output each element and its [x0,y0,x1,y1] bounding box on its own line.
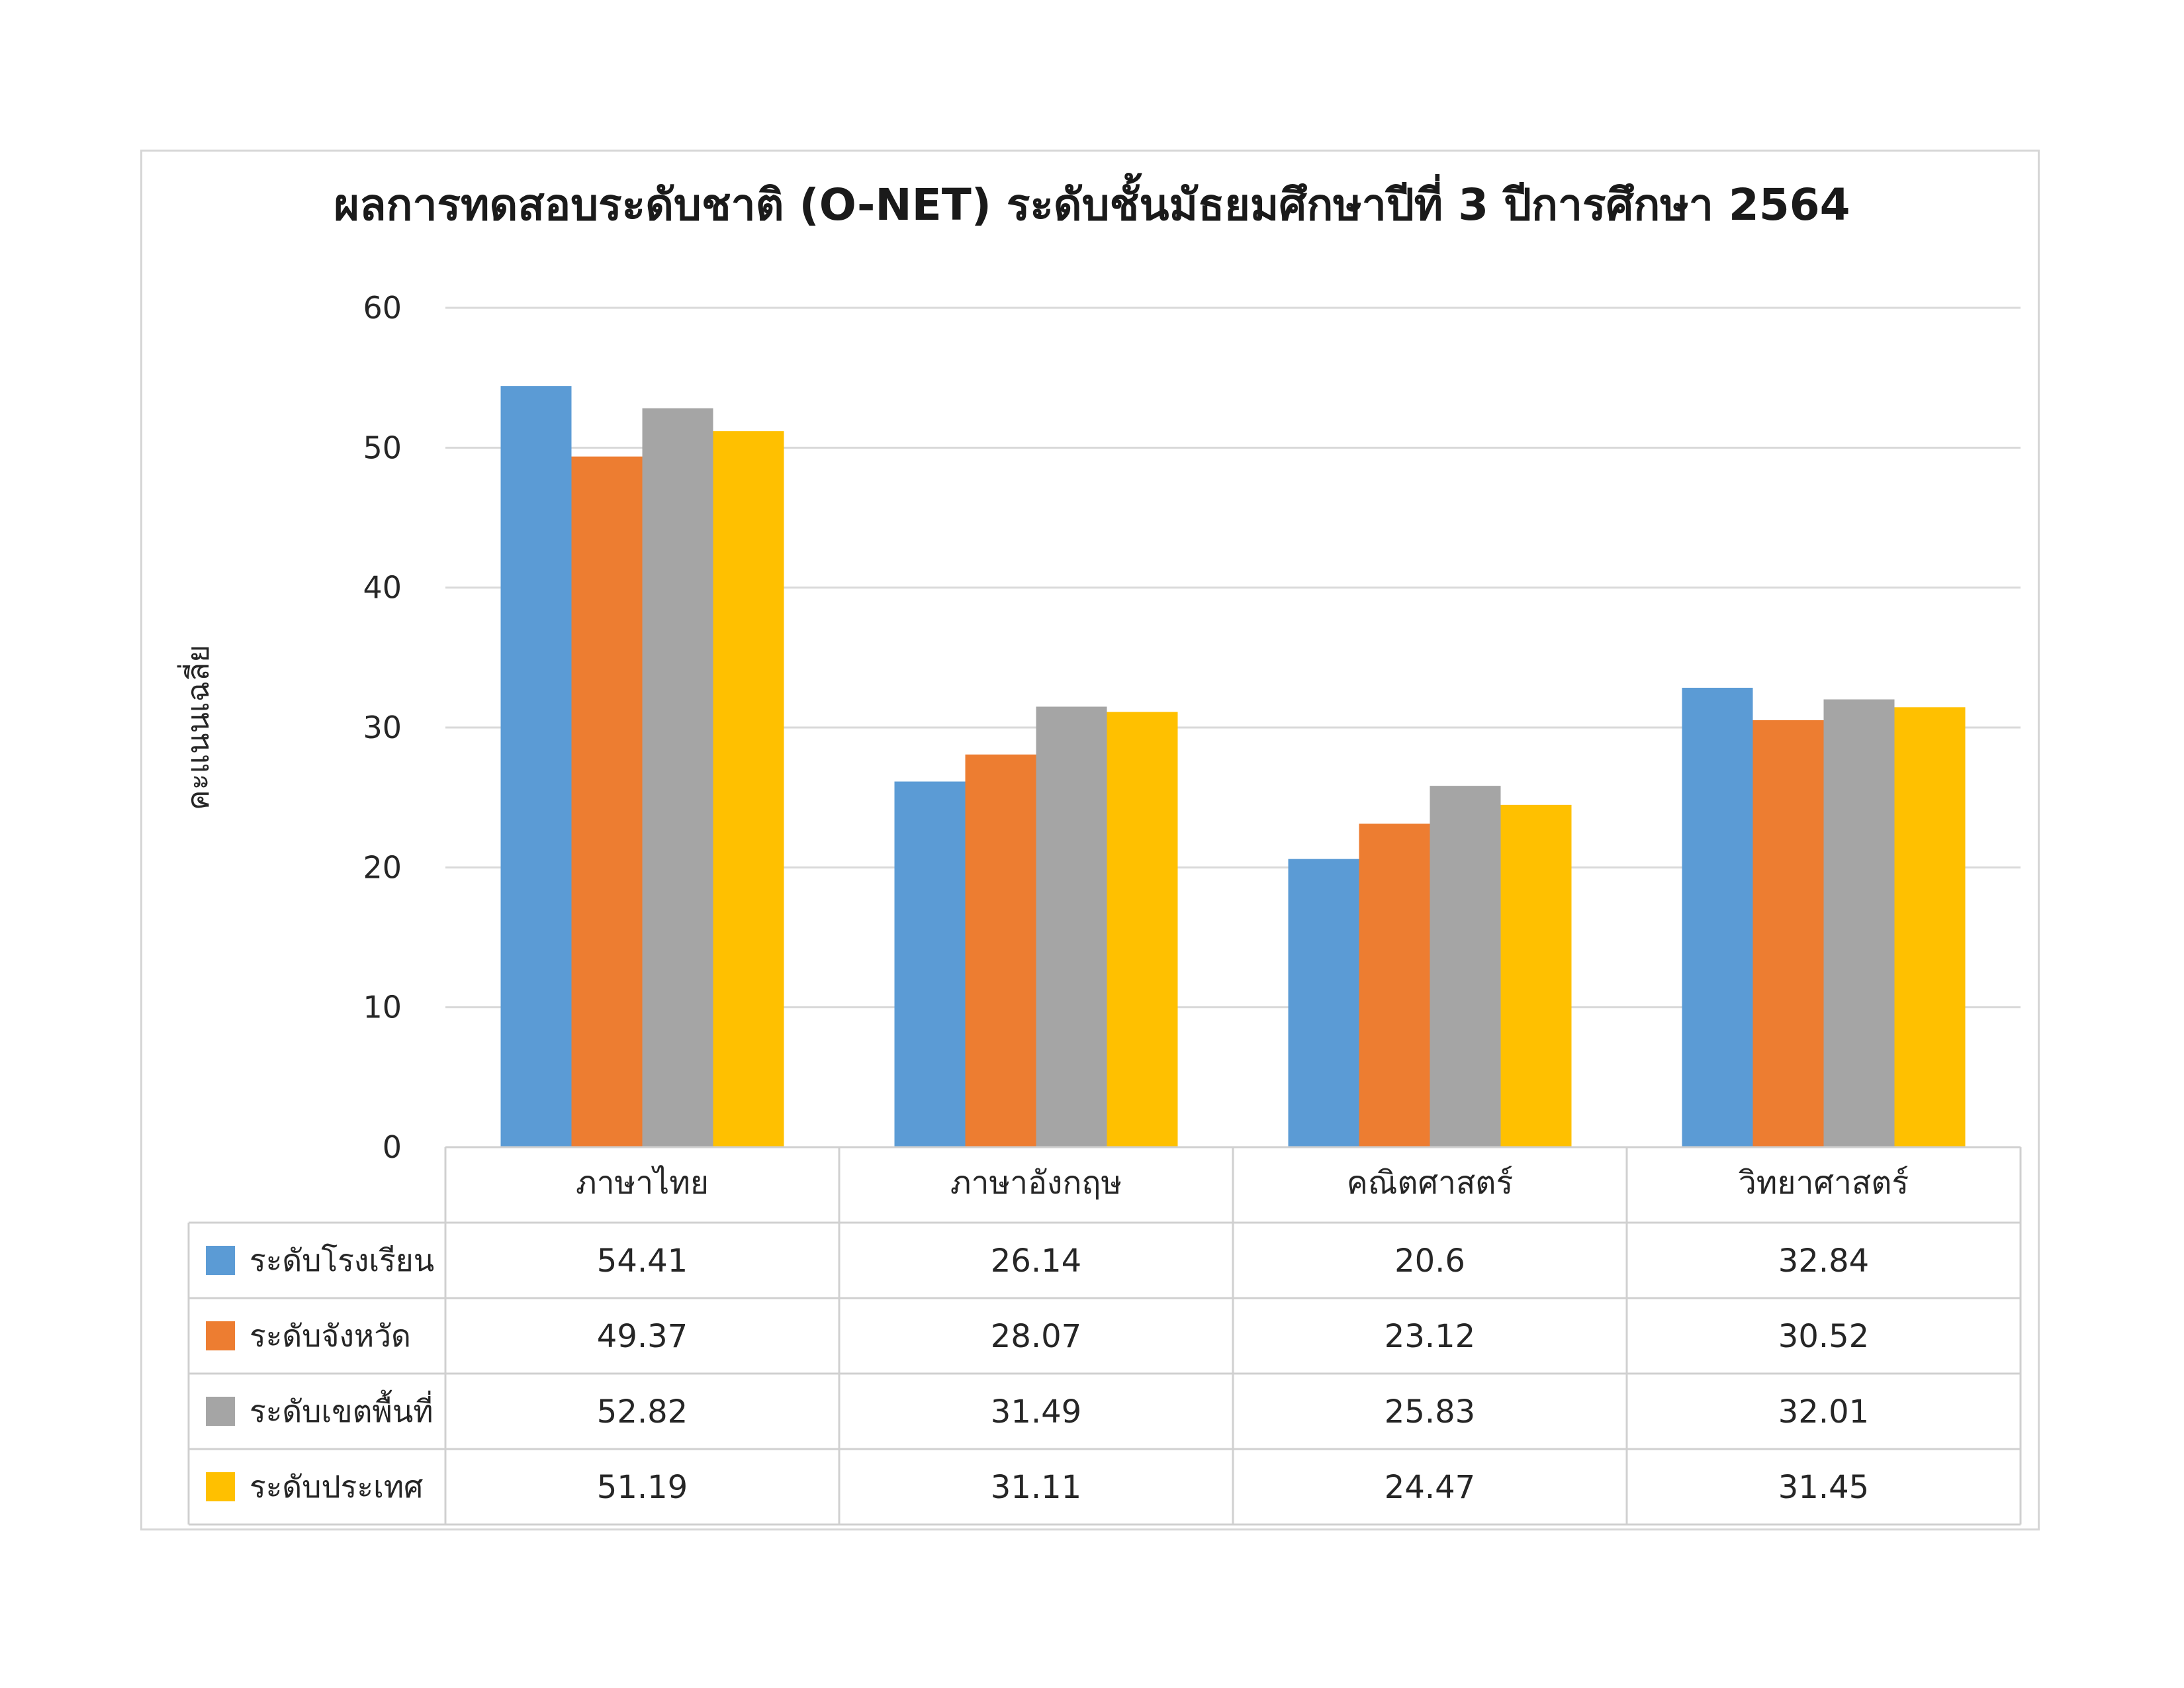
bar [571,456,643,1147]
bar [1359,823,1430,1147]
chart-title: ผลการทดสอบระดับชาติ (O-NET) ระดับชั้นมัธ… [334,172,1850,230]
bar [500,386,572,1147]
chart-svg: ผลการทดสอบระดับชาติ (O-NET) ระดับชั้นมัธ… [177,172,2022,1526]
table-cell-value: 25.83 [1385,1393,1475,1430]
table-cell-value: 30.52 [1778,1318,1869,1355]
bar [1823,699,1895,1147]
table-cell-value: 54.41 [597,1243,688,1280]
bar [1500,804,1572,1147]
bar [713,431,784,1147]
legend-swatch [206,1472,235,1501]
table-cell-value: 31.49 [991,1393,1081,1430]
category-label: วิทยาศาสตร์ [1739,1164,1909,1201]
bar [1752,720,1824,1147]
table-cell-value: 28.07 [991,1318,1081,1355]
bar [1894,707,1966,1147]
y-tick-label: 40 [363,570,402,606]
table-cell-value: 24.47 [1385,1469,1475,1506]
bars [500,386,1966,1147]
data-table: ภาษาไทย ภาษาอังกฤษ คณิตศาสตร์ วิทยาศาสตร์ระ… [187,1146,2022,1526]
bar [894,781,966,1147]
category-label: คณิตศาสตร์ [1347,1164,1513,1201]
y-tick-label: 60 [363,290,402,326]
legend-swatch [206,1397,235,1426]
bar [1036,706,1107,1147]
y-axis-ticks: 0 10 20 30 40 50 60 [363,290,402,1165]
bar [1288,859,1359,1147]
y-tick-label: 30 [363,710,402,745]
table-cell-value: 51.19 [597,1469,688,1506]
legend-label: ระดับเขตพื้นที่ [250,1389,433,1429]
legend-label: ระดับโรงเรียน [250,1243,434,1278]
table-cell-value: 32.01 [1778,1393,1869,1430]
legend-label: ระดับประเทศ [250,1469,423,1505]
table-cell-value: 26.14 [991,1243,1081,1280]
bar [1430,786,1501,1147]
bar [1682,687,1753,1147]
table-cell-value: 49.37 [597,1318,688,1355]
legend-swatch [206,1321,235,1350]
y-tick-label: 20 [363,849,402,885]
table-cell-value: 31.11 [991,1469,1081,1506]
legend-swatch [206,1246,235,1275]
table-cell-value: 23.12 [1385,1318,1475,1355]
category-label: ภาษาไทย [576,1164,709,1201]
y-axis-label: คะแนนเฉลี่ย [177,645,216,810]
y-tick-label: 50 [363,430,402,465]
bar [642,408,713,1147]
table-cell-value: 31.45 [1778,1469,1869,1506]
y-tick-label: 10 [363,990,402,1025]
y-tick-label: 0 [383,1129,402,1165]
table-cell-value: 32.84 [1778,1243,1869,1280]
table-cell-value: 20.6 [1394,1243,1465,1280]
chart-frame: ผลการทดสอบระดับชาติ (O-NET) ระดับชั้นมัธ… [140,150,2040,1530]
category-label: ภาษาอังกฤษ [950,1164,1122,1201]
bar [1107,712,1178,1147]
table-cell-value: 52.82 [597,1393,688,1430]
legend-label: ระดับจังหวัด [250,1318,411,1354]
bar [965,754,1036,1147]
